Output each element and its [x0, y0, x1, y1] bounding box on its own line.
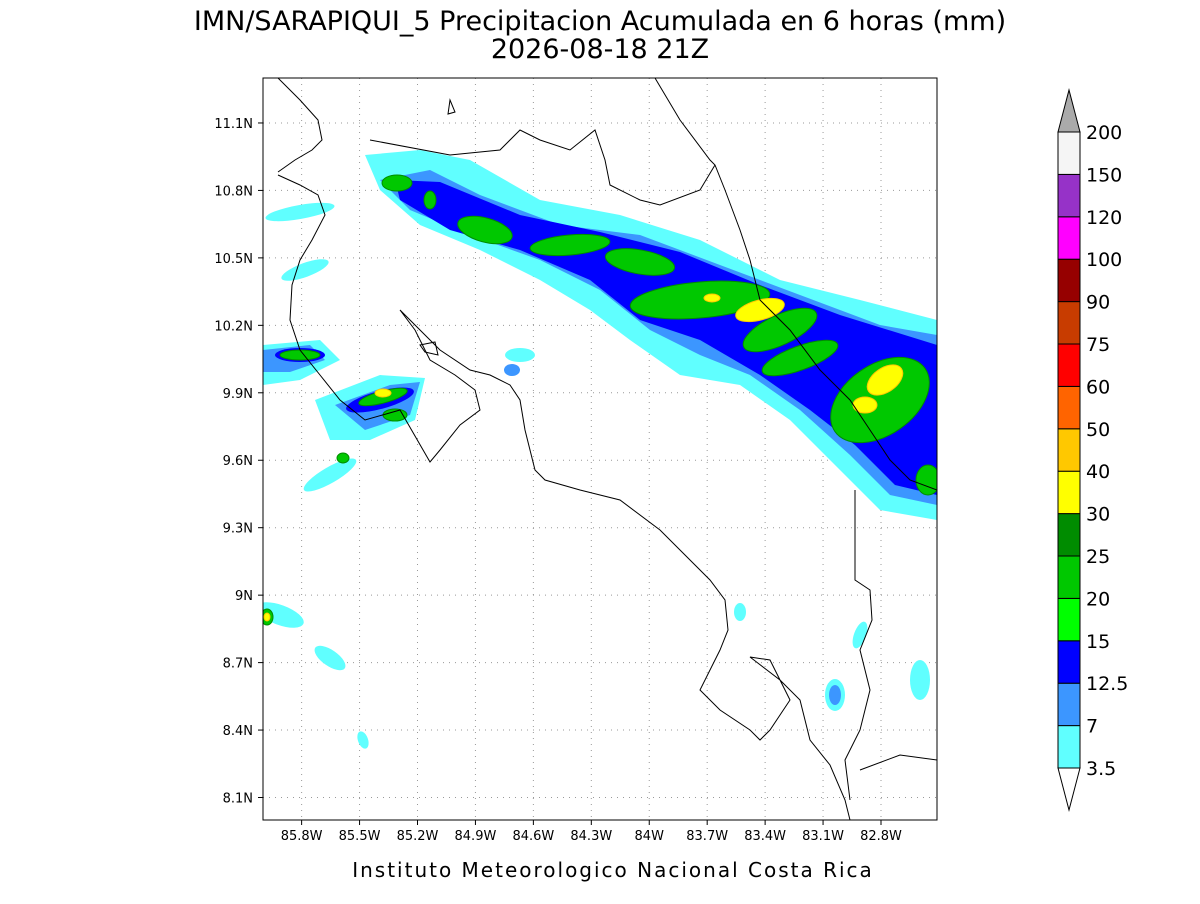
colorbar-segment: [1057, 428, 1081, 472]
colorbar-segment: [1057, 725, 1081, 769]
lat-tick-label: 8.7N: [223, 657, 253, 672]
coastlines: [277, 78, 937, 820]
lon-tick-label: 83.7W: [686, 829, 728, 844]
subtitle: 2026-08-18 21Z: [491, 34, 709, 65]
colorbar-segment: [1057, 640, 1081, 684]
lon-tick-label: 85.2W: [397, 829, 439, 844]
colorbar-label: 25: [1086, 546, 1110, 568]
colorbar-segment: [1057, 258, 1081, 303]
lat-tick-label: 8.4N: [223, 724, 253, 739]
lon-tick-label: 82.8W: [860, 829, 902, 844]
colorbar-segment: [1057, 131, 1081, 175]
colorbar-segment: [1057, 470, 1081, 515]
colorbar-over: [1057, 88, 1081, 133]
lat-tick-label: 11.1N: [214, 117, 253, 132]
colorbar-segment: [1057, 555, 1081, 599]
lat-tick-label: 9N: [235, 589, 253, 604]
lon-tick-label: 83.1W: [802, 829, 844, 844]
colorbar-label: 60: [1086, 376, 1110, 398]
lon-tick-label: 85.5W: [339, 829, 381, 844]
colorbar-segment: [1057, 597, 1081, 642]
colorbar-label: 150: [1086, 164, 1122, 186]
colorbar-segment: [1057, 216, 1081, 260]
footer: Instituto Meteorologico Nacional Costa R…: [352, 858, 874, 882]
lon-tick-label: 83.4W: [744, 829, 786, 844]
colorbar-label: 100: [1086, 249, 1122, 271]
colorbar-label: 50: [1086, 419, 1110, 441]
colorbar-label: 30: [1086, 504, 1110, 526]
colorbar-label: 75: [1086, 334, 1110, 356]
colorbar-segment: [1057, 385, 1081, 430]
colorbar: 3.5 7 12.5 15 20 25 30 40 50 60 75 90 100 120 150 200: [1057, 88, 1128, 812]
colorbar-label: 3.5: [1086, 758, 1116, 780]
lon-tick-label: 85.8W: [281, 829, 323, 844]
lon-tick-label: 84.9W: [455, 829, 497, 844]
colorbar-segment: [1057, 513, 1081, 557]
colorbar-label: 20: [1086, 588, 1110, 610]
colorbar-label: 200: [1086, 122, 1122, 144]
lat-tick-label: 9.3N: [223, 522, 253, 537]
colorbar-segment: [1057, 301, 1081, 345]
lat-tick-label: 10.5N: [214, 252, 253, 267]
lat-tick-label: 10.2N: [214, 319, 253, 334]
lat-tick-label: 10.8N: [214, 184, 253, 199]
colorbar-label: 7: [1086, 716, 1098, 738]
lat-tick-label: 9.9N: [223, 387, 253, 402]
lat-tick-label: 9.6N: [223, 454, 253, 469]
precipitation-field: [263, 150, 937, 749]
lon-tick-label: 84.3W: [570, 829, 612, 844]
title: IMN/SARAPIQUI_5 Precipitacion Acumulada …: [194, 6, 1006, 37]
colorbar-under: [1057, 767, 1081, 812]
colorbar-label: 12.5: [1086, 673, 1128, 695]
lon-tick-label: 84W: [635, 829, 665, 844]
lat-tick-label: 8.1N: [223, 792, 253, 807]
colorbar-label: 120: [1086, 207, 1122, 229]
grid: [263, 78, 937, 820]
colorbar-segment: [1057, 343, 1081, 387]
lon-tick-label: 84.6W: [512, 829, 554, 844]
colorbar-segment: [1057, 173, 1081, 218]
colorbar-segment: [1057, 682, 1081, 727]
map-frame: [262, 77, 938, 821]
colorbar-label: 90: [1086, 292, 1110, 314]
colorbar-label: 15: [1086, 631, 1110, 653]
colorbar-label: 40: [1086, 461, 1110, 483]
